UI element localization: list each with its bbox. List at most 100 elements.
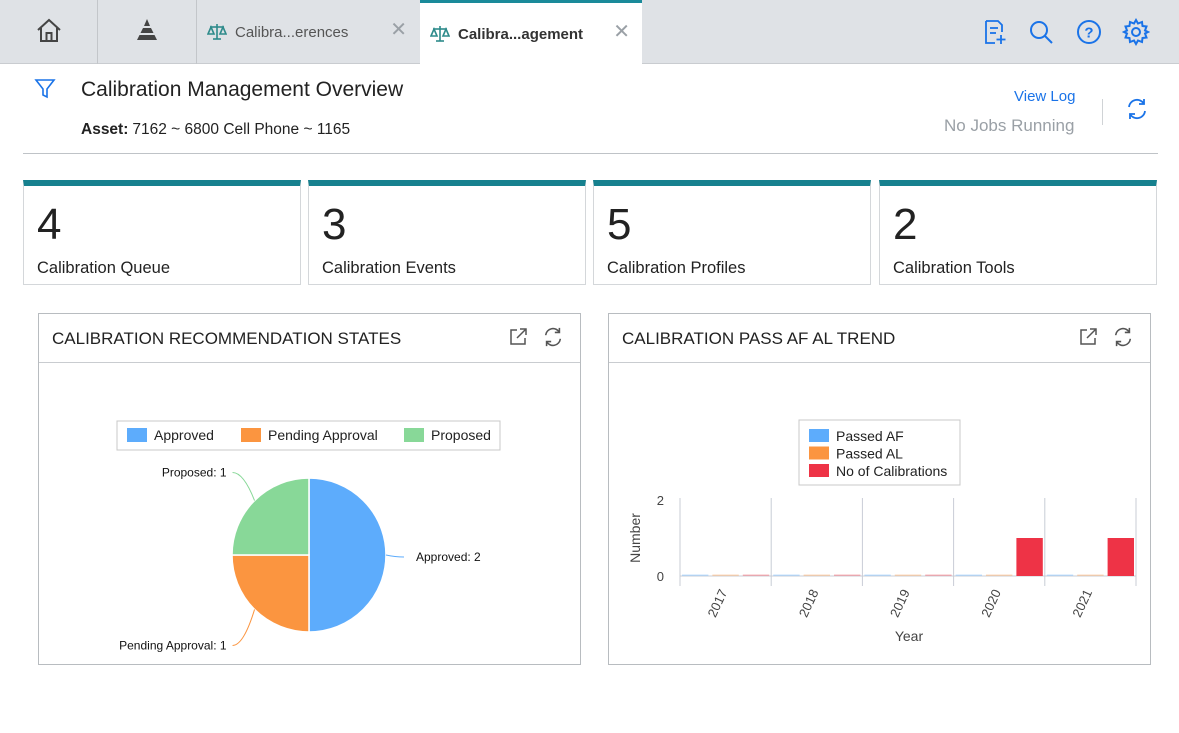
bar	[1107, 538, 1134, 576]
home-icon	[35, 16, 63, 49]
legend-box	[116, 420, 501, 451]
scales-icon	[207, 22, 227, 42]
x-tick-label: 2017	[705, 587, 731, 620]
widget-recommendation-states: CALIBRATION RECOMMENDATION STATES Approv…	[38, 313, 581, 665]
legend-label: Passed AF	[836, 428, 904, 444]
close-icon[interactable]: ✕	[390, 19, 407, 41]
widget-title: CALIBRATION RECOMMENDATION STATES	[52, 329, 402, 348]
page-title: Calibration Management Overview	[81, 78, 404, 101]
card-calibration-tools[interactable]: 2 Calibration Tools	[879, 180, 1157, 285]
pie-slice	[308, 477, 387, 633]
tab-label: Calibra...erences	[235, 23, 349, 41]
pyramid-button[interactable]	[98, 0, 197, 64]
legend-swatch	[809, 429, 829, 442]
legend-swatch	[809, 446, 829, 460]
y-tick-label: 0	[657, 569, 664, 584]
view-log-link[interactable]: View Log	[1014, 88, 1076, 105]
scales-icon	[430, 24, 450, 44]
legend-label: Approved	[154, 427, 214, 443]
x-tick-label: 2020	[978, 587, 1004, 620]
widget-header: CALIBRATION RECOMMENDATION STATES	[39, 314, 580, 363]
bar	[925, 574, 952, 576]
tab-label: Calibra...agement	[458, 25, 584, 43]
external-link-icon[interactable]	[508, 327, 528, 352]
refresh-icon[interactable]	[1112, 326, 1134, 353]
legend-label: No of Calibrations	[836, 463, 947, 479]
help-icon[interactable]: ?	[1073, 16, 1105, 48]
tab-calibration-preferences[interactable]: Calibra...erences ✕	[197, 0, 419, 64]
legend-swatch	[127, 428, 147, 442]
data-label: Approved: 2	[416, 550, 481, 564]
card-calibration-queue[interactable]: 4 Calibration Queue	[23, 180, 301, 285]
card-calibration-profiles[interactable]: 5 Calibration Profiles	[593, 180, 871, 285]
x-axis-label: Year	[895, 628, 924, 644]
top-tab-bar: Calibra...erences ✕ Calibra...agement ✕ …	[0, 0, 1179, 65]
legend-label: Proposed	[431, 427, 491, 443]
widget-header: CALIBRATION PASS AF AL TREND	[609, 314, 1150, 363]
pie-chart: Approved Pending Approval ProposedApproved…	[116, 420, 501, 652]
card-label: Calibration Tools	[893, 259, 1015, 277]
y-tick-label: 2	[657, 493, 664, 508]
legend-label: Passed AL	[836, 446, 903, 462]
card-label: Calibration Profiles	[607, 259, 746, 277]
jobs-status: No Jobs Running	[944, 116, 1075, 135]
svg-text:?: ?	[1084, 25, 1093, 42]
pie-legend: Approved Pending Approval Proposed	[116, 420, 501, 451]
data-label: Proposed: 1	[162, 466, 227, 480]
leader-line	[232, 472, 256, 501]
legend-swatch	[241, 428, 261, 442]
card-label: Calibration Queue	[37, 259, 170, 277]
card-label: Calibration Events	[322, 259, 456, 277]
leader-line	[385, 554, 405, 558]
bar	[803, 574, 830, 576]
filter-icon[interactable]	[34, 78, 56, 105]
widget-pass-af-al-trend: CALIBRATION PASS AF AL TREND Passed AF Pa…	[608, 313, 1151, 665]
bar	[742, 574, 770, 576]
bar	[834, 574, 861, 576]
legend-swatch	[404, 428, 424, 442]
asset-label: Asset:	[81, 121, 129, 138]
card-count: 3	[322, 200, 347, 249]
data-label: Pending Approval: 1	[119, 638, 227, 652]
asset-line: Asset: 7162 ~ 6800 Cell Phone ~ 1165	[81, 121, 350, 139]
y-axis-label: Number	[627, 513, 643, 563]
search-icon[interactable]	[1025, 16, 1057, 48]
new-document-icon[interactable]	[978, 16, 1010, 48]
asset-value: 7162 ~ 6800 Cell Phone ~ 1165	[132, 121, 351, 138]
x-tick-label: 2019	[887, 587, 913, 620]
x-tick-label: 2021	[1069, 587, 1095, 620]
legend-label: Pending Approval	[268, 427, 378, 443]
tab-calibration-management[interactable]: Calibra...agement ✕	[420, 0, 642, 65]
widget-title: CALIBRATION PASS AF AL TREND	[622, 329, 896, 348]
bar	[773, 574, 800, 576]
refresh-icon[interactable]	[1125, 97, 1149, 126]
bar	[1046, 574, 1074, 576]
close-icon[interactable]: ✕	[613, 21, 630, 43]
card-count: 4	[37, 200, 62, 249]
bar	[986, 574, 1013, 576]
gear-icon[interactable]	[1120, 16, 1152, 48]
header-divider	[23, 153, 1158, 154]
leader-line	[232, 609, 256, 646]
divider	[1102, 99, 1103, 125]
card-count: 2	[893, 200, 918, 249]
bar	[955, 574, 982, 576]
legend-swatch	[809, 464, 829, 477]
pie-slice	[231, 554, 310, 633]
card-count: 5	[607, 200, 632, 249]
bar	[864, 574, 891, 576]
refresh-icon[interactable]	[542, 326, 564, 353]
bar	[1077, 574, 1104, 576]
pyramid-icon	[132, 16, 162, 49]
external-link-icon[interactable]	[1078, 327, 1098, 352]
bar	[894, 574, 922, 576]
home-button[interactable]	[0, 0, 98, 64]
card-calibration-events[interactable]: 3 Calibration Events	[308, 180, 586, 285]
bar	[712, 574, 739, 576]
pie-slice	[231, 477, 310, 556]
x-tick-label: 2018	[796, 587, 822, 620]
bar	[682, 574, 709, 576]
bar	[1016, 538, 1043, 576]
